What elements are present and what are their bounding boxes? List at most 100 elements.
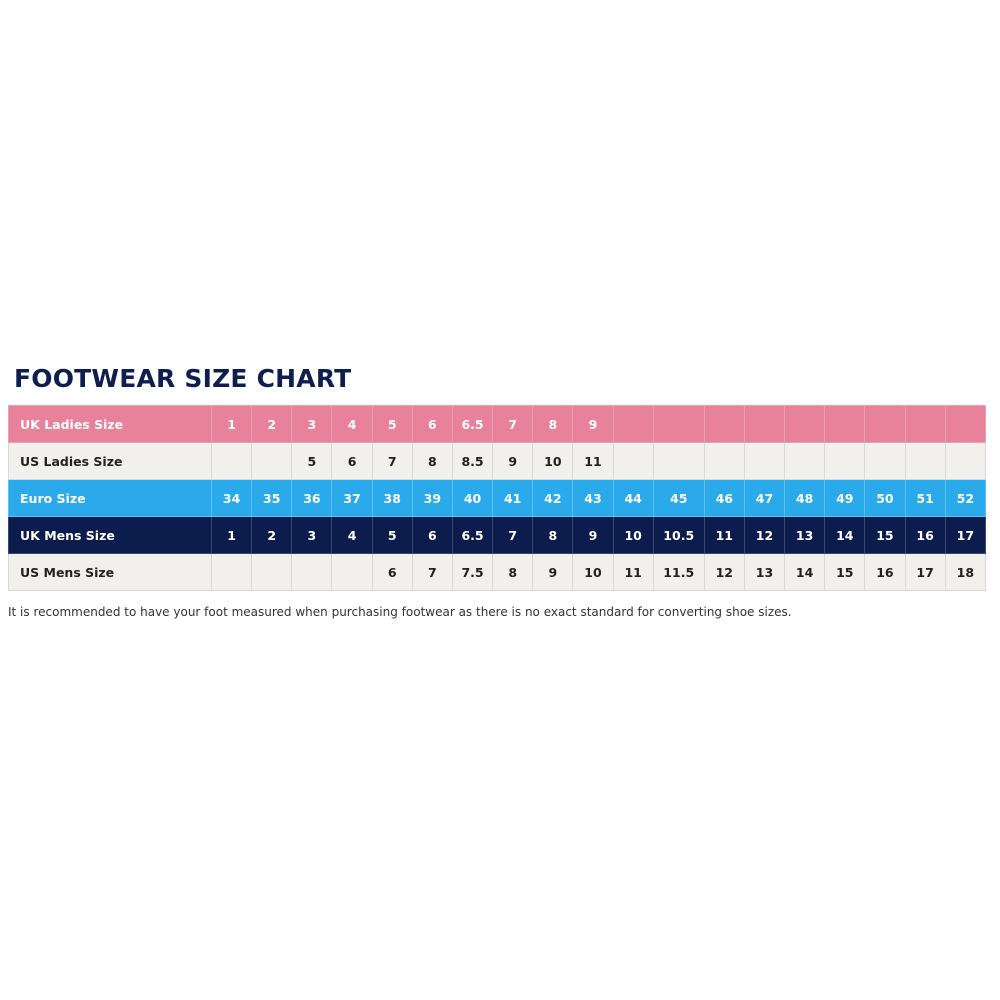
size-cell: 12 — [743, 516, 786, 554]
table-row: US Mens Size 6 7 7.5 8 9 10 11 11.5 12 13 14 15 16 17 1… — [8, 553, 987, 591]
size-cell: 17 — [904, 553, 946, 591]
size-cell — [784, 405, 826, 443]
size-cell: 11 — [703, 516, 745, 554]
size-cell: 8 — [411, 442, 453, 480]
size-cell: 15 — [864, 516, 906, 554]
size-cell: 8 — [532, 405, 574, 443]
size-cell — [944, 405, 987, 443]
size-cell: 6 — [371, 553, 413, 591]
size-cell: 11 — [612, 553, 654, 591]
size-cell: 34 — [210, 479, 253, 517]
size-cell — [904, 442, 946, 480]
size-cell: 16 — [864, 553, 906, 591]
size-cell: 51 — [904, 479, 946, 517]
size-cell: 15 — [824, 553, 866, 591]
size-cell: 5 — [371, 405, 413, 443]
size-cell: 5 — [371, 516, 413, 554]
size-cell: 3 — [291, 405, 333, 443]
table-row: US Ladies Size 5 6 7 8 8.5 9 10 11 — [8, 442, 987, 480]
size-cell — [210, 553, 253, 591]
size-cell — [743, 442, 786, 480]
size-cell: 7 — [492, 405, 534, 443]
size-cell — [904, 405, 946, 443]
size-cell — [743, 405, 786, 443]
size-cell: 3 — [291, 516, 333, 554]
size-cell — [652, 405, 705, 443]
size-cell: 9 — [572, 405, 614, 443]
size-cell: 9 — [492, 442, 534, 480]
size-cell: 6 — [411, 516, 453, 554]
size-cell: 10.5 — [652, 516, 705, 554]
size-cell — [612, 442, 654, 480]
row-label: Euro Size — [8, 479, 212, 517]
size-cell — [944, 442, 987, 480]
row-label: UK Mens Size — [8, 516, 212, 554]
size-cell: 14 — [824, 516, 866, 554]
size-cell: 52 — [944, 479, 987, 517]
footnote: It is recommended to have your foot meas… — [8, 605, 792, 619]
size-cell — [784, 442, 826, 480]
size-cell: 7.5 — [451, 553, 494, 591]
size-cell: 44 — [612, 479, 654, 517]
size-cell: 7 — [411, 553, 453, 591]
page-title: FOOTWEAR SIZE CHART — [14, 364, 352, 393]
row-label: UK Ladies Size — [8, 405, 212, 443]
size-cell: 8 — [532, 516, 574, 554]
size-cell — [331, 553, 373, 591]
size-cell — [251, 442, 293, 480]
size-cell: 5 — [291, 442, 333, 480]
size-cell — [824, 405, 866, 443]
table-row: Euro Size 34 35 36 37 38 39 40 41 42 43 44 45 46 47 48 4… — [8, 479, 987, 517]
size-cell: 4 — [331, 405, 373, 443]
size-cell: 50 — [864, 479, 906, 517]
size-cell: 47 — [743, 479, 786, 517]
size-cell — [864, 405, 906, 443]
size-cell: 6 — [411, 405, 453, 443]
size-cell: 39 — [411, 479, 453, 517]
size-cell: 11 — [572, 442, 614, 480]
size-cell: 13 — [784, 516, 826, 554]
size-cell — [210, 442, 253, 480]
size-cell — [824, 442, 866, 480]
size-cell — [864, 442, 906, 480]
size-cell: 10 — [572, 553, 614, 591]
size-cell: 9 — [532, 553, 574, 591]
size-chart-table: UK Ladies Size 1 2 3 4 5 6 6.5 7 8 9 US Ladies Size… — [8, 405, 987, 591]
row-label: US Ladies Size — [8, 442, 212, 480]
size-cell: 6 — [331, 442, 373, 480]
size-cell: 6.5 — [451, 405, 494, 443]
size-cell: 1 — [210, 516, 253, 554]
size-cell: 42 — [532, 479, 574, 517]
size-cell: 4 — [331, 516, 373, 554]
size-cell — [652, 442, 705, 480]
size-cell — [612, 405, 654, 443]
row-label: US Mens Size — [8, 553, 212, 591]
size-cell: 43 — [572, 479, 614, 517]
size-cell: 38 — [371, 479, 413, 517]
size-cell: 35 — [251, 479, 293, 517]
size-cell: 7 — [492, 516, 534, 554]
size-cell: 14 — [784, 553, 826, 591]
size-cell: 17 — [944, 516, 987, 554]
size-cell — [291, 553, 333, 591]
size-cell: 1 — [210, 405, 253, 443]
size-cell: 46 — [703, 479, 745, 517]
size-cell: 2 — [251, 405, 293, 443]
size-cell: 10 — [612, 516, 654, 554]
size-cell: 2 — [251, 516, 293, 554]
table-row: UK Ladies Size 1 2 3 4 5 6 6.5 7 8 9 — [8, 405, 987, 443]
size-cell: 48 — [784, 479, 826, 517]
size-cell: 45 — [652, 479, 705, 517]
size-cell: 7 — [371, 442, 413, 480]
size-cell: 18 — [944, 553, 987, 591]
size-cell: 41 — [492, 479, 534, 517]
size-cell: 11.5 — [652, 553, 705, 591]
size-cell: 40 — [451, 479, 494, 517]
size-cell: 12 — [703, 553, 745, 591]
size-cell: 13 — [743, 553, 786, 591]
size-cell: 8.5 — [451, 442, 494, 480]
size-cell: 36 — [291, 479, 333, 517]
size-cell: 6.5 — [451, 516, 494, 554]
size-cell: 10 — [532, 442, 574, 480]
size-cell — [251, 553, 293, 591]
